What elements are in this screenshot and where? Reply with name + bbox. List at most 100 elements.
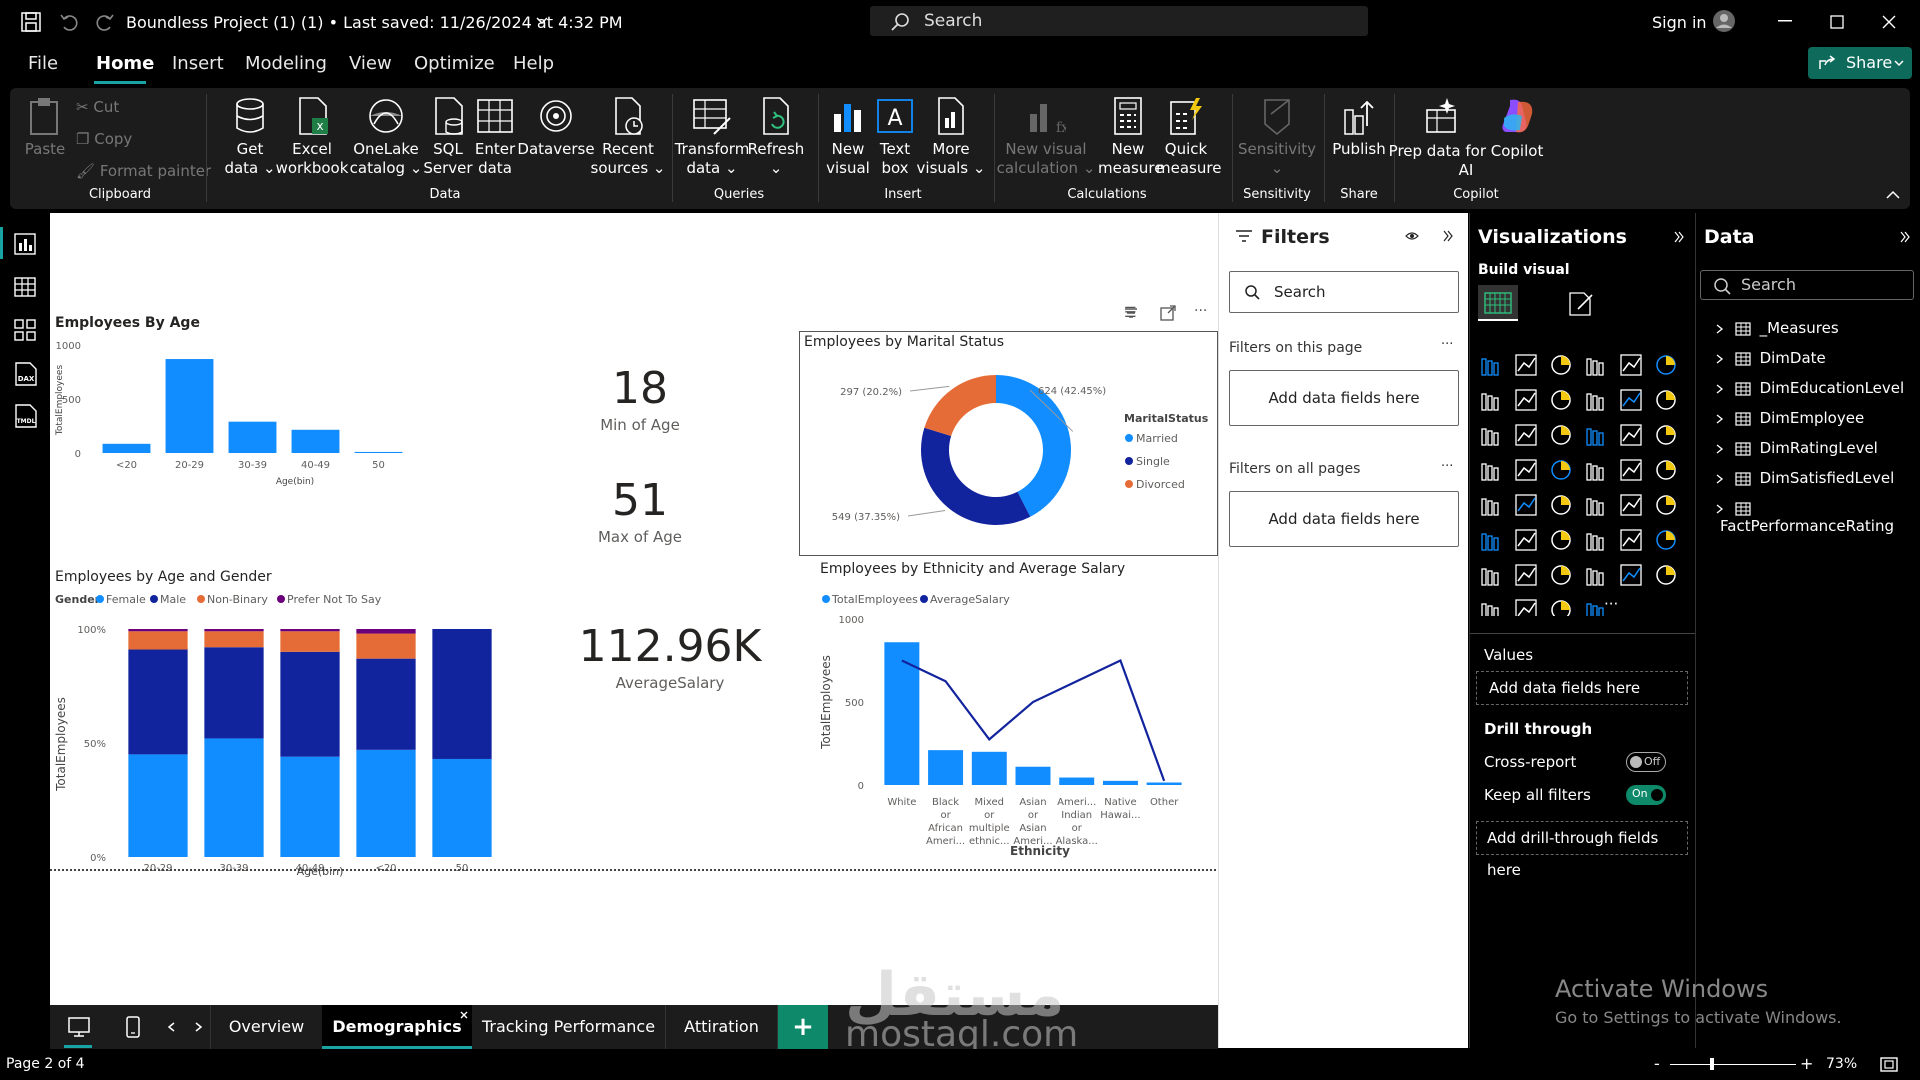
key-influencers-icon [1586,533,1604,551]
text-box-button[interactable]: A Text box [872,96,918,178]
prep-data-copilot-button[interactable] [1396,96,1486,140]
page-tab-tracking-performance[interactable]: Tracking Performance [472,1005,666,1049]
zoom-out-button[interactable]: - [1654,1054,1660,1073]
visual-employees-by-age[interactable]: Employees By Age 0 500 1000 TotalEmployees <… [50,313,510,513]
filters-page-dropzone[interactable]: Add data fields here [1229,370,1459,426]
redo-icon[interactable] [94,11,116,33]
data-table-item[interactable]: DimRatingLevel [1716,439,1878,457]
sign-in-link[interactable]: Sign in [1652,13,1707,32]
data-table-item[interactable]: _Measures [1716,319,1839,337]
mobile-layout-icon[interactable] [126,1016,140,1038]
dataverse-button[interactable]: Dataverse [516,96,596,159]
data-table-item[interactable]: FactPerformanceRating [1716,499,1920,535]
cross-report-toggle[interactable]: Off [1626,752,1666,772]
menu-optimize[interactable]: Optimize [414,53,495,74]
close-tab-icon[interactable] [460,1011,468,1019]
maximize-icon[interactable] [1830,15,1844,29]
table-view-icon[interactable] [14,276,36,298]
copilot-button[interactable] [1490,96,1546,140]
more-options-icon[interactable]: ··· [1441,459,1454,474]
more-visuals-button[interactable]: More visuals ⌄ [916,96,986,178]
menu-home[interactable]: Home [96,53,155,74]
visual-employees-by-marital-status[interactable]: Employees by Marital Status 624 (42.45%)… [799,331,1218,556]
more-options-icon[interactable]: ··· [1441,337,1454,352]
zoom-in-button[interactable]: + [1800,1054,1814,1073]
model-view-icon[interactable] [14,319,36,341]
page-tab-attiration[interactable]: Attiration [666,1005,778,1049]
sql-server-button[interactable]: SQL Server [420,96,476,178]
excel-workbook-button[interactable]: x Excel workbook [272,96,352,178]
close-icon[interactable] [1882,15,1896,29]
onelake-catalog-button[interactable]: OneLake catalog ⌄ [346,96,426,178]
avatar-icon[interactable] [1712,9,1736,33]
minimize-icon[interactable] [1778,20,1794,24]
tmdl-view-icon[interactable]: TMDL [12,403,38,429]
transform-data-button[interactable]: Transform data ⌄ [672,96,752,178]
collapse-ribbon-icon[interactable] [1886,190,1900,199]
more-visuals-icon[interactable]: ··· [1604,595,1619,613]
data-table-item[interactable]: DimSatisfiedLevel [1716,469,1894,487]
focus-mode-icon[interactable] [1160,305,1176,321]
sensitivity-button[interactable]: Sensitivity ⌄ [1234,96,1320,178]
card-max-age[interactable]: 51 Max of Age [530,475,750,575]
filters-all-dropzone[interactable]: Add data fields here [1229,491,1459,547]
data-table-item[interactable]: DimEmployee [1716,409,1864,427]
global-search-box[interactable]: Search [870,6,1368,36]
data-table-item[interactable]: DimDate [1716,349,1826,367]
values-dropzone[interactable]: Add data fields here [1476,671,1688,705]
page-tab-demographics[interactable]: Demographics [322,1005,472,1049]
format-painter-button[interactable]: 🖌 Format painter [76,162,211,181]
save-icon[interactable] [20,11,42,33]
cut-button[interactable]: ✂ Cut [76,98,119,117]
shape-map-icon [1586,463,1604,481]
fit-to-page-icon[interactable] [1880,1057,1898,1072]
visual-employees-by-age-and-gender[interactable]: Employees by Age and Gender Gender Female… [50,567,540,877]
visual-type-gallery[interactable] [1478,351,1688,616]
menu-file[interactable]: File [28,53,59,74]
menu-modeling[interactable]: Modeling [245,53,327,74]
chevron-down-icon[interactable] [536,17,548,25]
build-visual-tab[interactable] [1478,285,1518,321]
menu-view[interactable]: View [349,53,392,74]
visual-filter-icon[interactable] [1124,307,1138,319]
more-options-icon[interactable]: ··· [1194,303,1208,319]
format-visual-icon[interactable] [1566,291,1596,317]
collapse-filters-icon[interactable] [1443,230,1453,242]
refresh-button[interactable]: Refresh ⌄ [746,96,806,178]
collapse-data-icon[interactable] [1900,231,1910,243]
paste-button[interactable]: Paste [20,96,70,159]
zoom-slider-track[interactable] [1670,1064,1796,1065]
card-min-age[interactable]: 18 Min of Age [530,363,750,463]
menu-help[interactable]: Help [513,53,555,74]
previous-page-icon[interactable] [167,1022,175,1032]
collapse-viz-icon[interactable] [1674,231,1684,243]
drill-through-dropzone[interactable]: Add drill-through fields here [1476,821,1688,879]
quick-measure-button[interactable]: Quick measure [1156,96,1221,178]
dax-query-view-icon[interactable]: DAX [12,361,38,387]
enter-data-button[interactable]: Enter data [470,96,520,178]
menu-insert[interactable]: Insert [172,53,224,74]
card-average-salary[interactable]: 112.96K AverageSalary [550,621,790,721]
new-visual-calculation-button[interactable]: fx New visual calculation ⌄ [996,96,1096,178]
new-measure-button[interactable]: New measure [1098,96,1163,178]
zoom-slider-thumb[interactable] [1710,1058,1714,1070]
recent-sources-button[interactable]: Recent sources ⌄ [590,96,666,178]
publish-button[interactable]: Publish [1326,96,1392,159]
new-visual-button[interactable]: New visual [820,96,876,178]
share-button[interactable]: Share [1808,47,1912,79]
undo-icon[interactable] [58,11,80,33]
treemap-icon [1481,463,1499,481]
eye-icon[interactable] [1405,231,1419,241]
data-search-input[interactable]: Search [1700,270,1914,300]
next-page-icon[interactable] [195,1022,203,1032]
copy-button[interactable]: ❐ Copy [76,130,132,149]
visual-employees-by-ethnicity-and-salary[interactable]: Employees by Ethnicity and Average Salar… [768,559,1228,879]
get-data-button[interactable]: Get data ⌄ [220,96,280,178]
page-tab-overview[interactable]: Overview [210,1005,322,1049]
data-table-item[interactable]: DimEducationLevel [1716,379,1904,397]
add-page-button[interactable]: + [778,1005,828,1049]
desktop-layout-icon[interactable] [68,1017,90,1037]
filters-search-input[interactable]: Search [1229,271,1459,313]
keep-filters-toggle[interactable]: On [1626,785,1666,805]
report-view-icon[interactable] [14,233,36,255]
